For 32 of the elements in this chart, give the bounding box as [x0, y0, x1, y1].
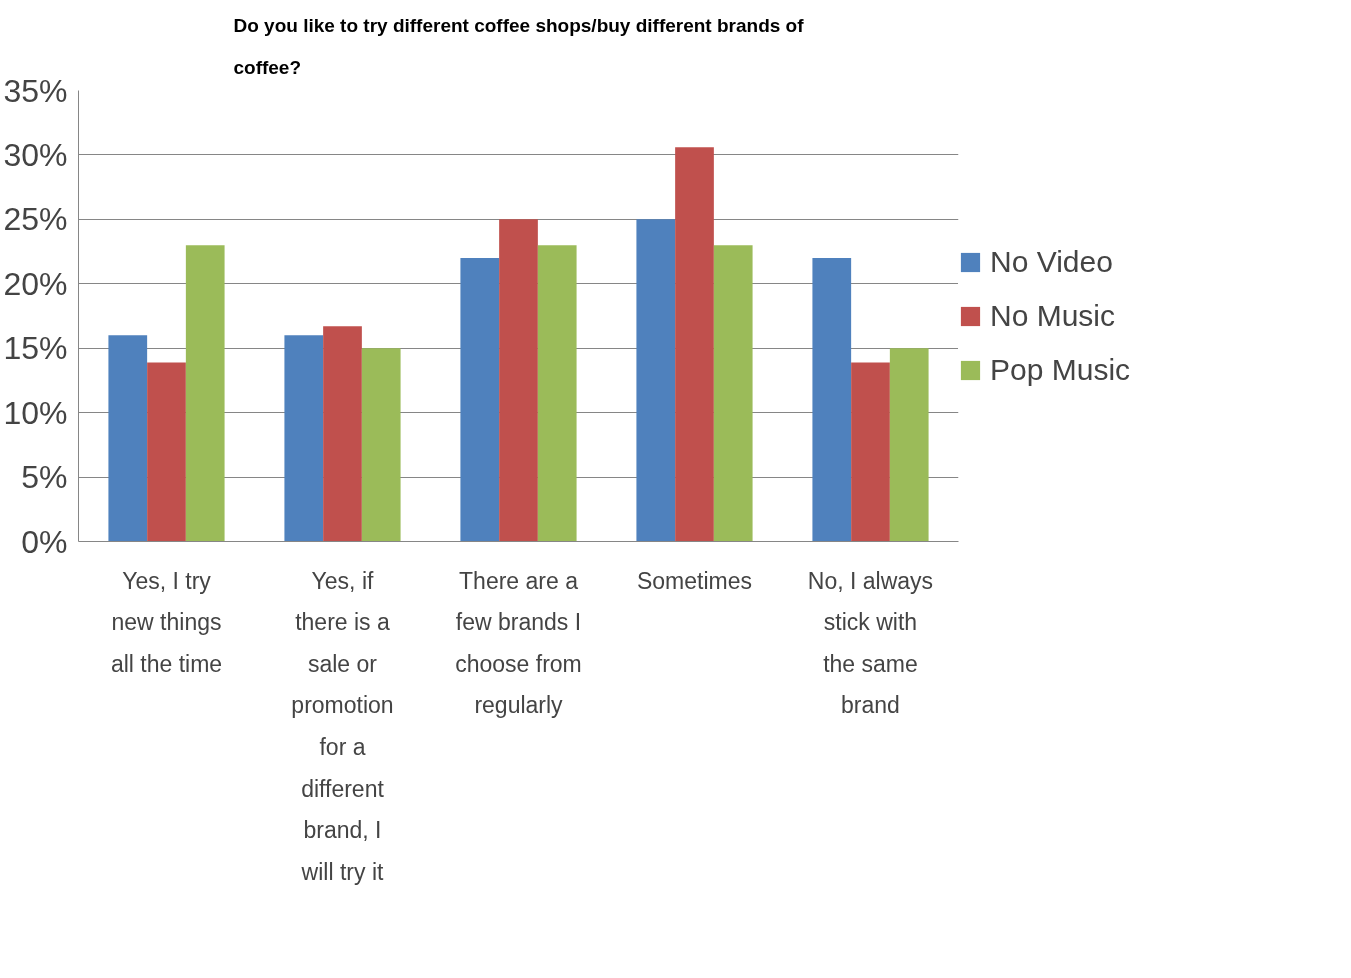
bar	[537, 245, 577, 542]
legend-label: No Music	[990, 298, 1116, 333]
y-tick-label: 10%	[3, 394, 68, 431]
bar	[323, 326, 362, 542]
y-tick-label: 20%	[3, 265, 68, 302]
bar	[460, 258, 500, 542]
x-tick-label: Yes, if there is a sale or promotion for a different brand, I will try it	[291, 567, 394, 885]
bar	[636, 219, 676, 542]
y-tick-label: 0%	[21, 523, 68, 560]
bar	[185, 245, 225, 542]
bar	[284, 335, 324, 542]
y-tick-label: 30%	[3, 136, 68, 173]
bar	[713, 245, 753, 542]
bar	[108, 335, 148, 542]
bar	[499, 219, 538, 542]
bar	[675, 147, 714, 542]
bar	[812, 258, 852, 542]
y-tick-label: 35%	[3, 72, 68, 109]
y-tick-label: 15%	[3, 330, 68, 367]
y-tick-label: 5%	[21, 459, 68, 496]
bar	[889, 348, 929, 542]
legend-label: Pop Music	[990, 352, 1131, 387]
chart-title: Do you like to try different coffee shops/buy different brands of coffee?	[233, 15, 805, 78]
x-tick-label: Yes, I try new things all the time	[110, 567, 223, 677]
y-tick-label: 25%	[3, 201, 68, 238]
bar	[147, 362, 186, 542]
x-tick-label: No, I always stick with the same brand	[807, 567, 934, 719]
x-tick-label: Sometimes	[636, 567, 753, 594]
x-tick-label: There are a few brands I choose from regularly	[455, 567, 582, 719]
bar	[851, 362, 890, 542]
legend-label: No Video	[990, 244, 1113, 279]
bar	[361, 348, 401, 542]
